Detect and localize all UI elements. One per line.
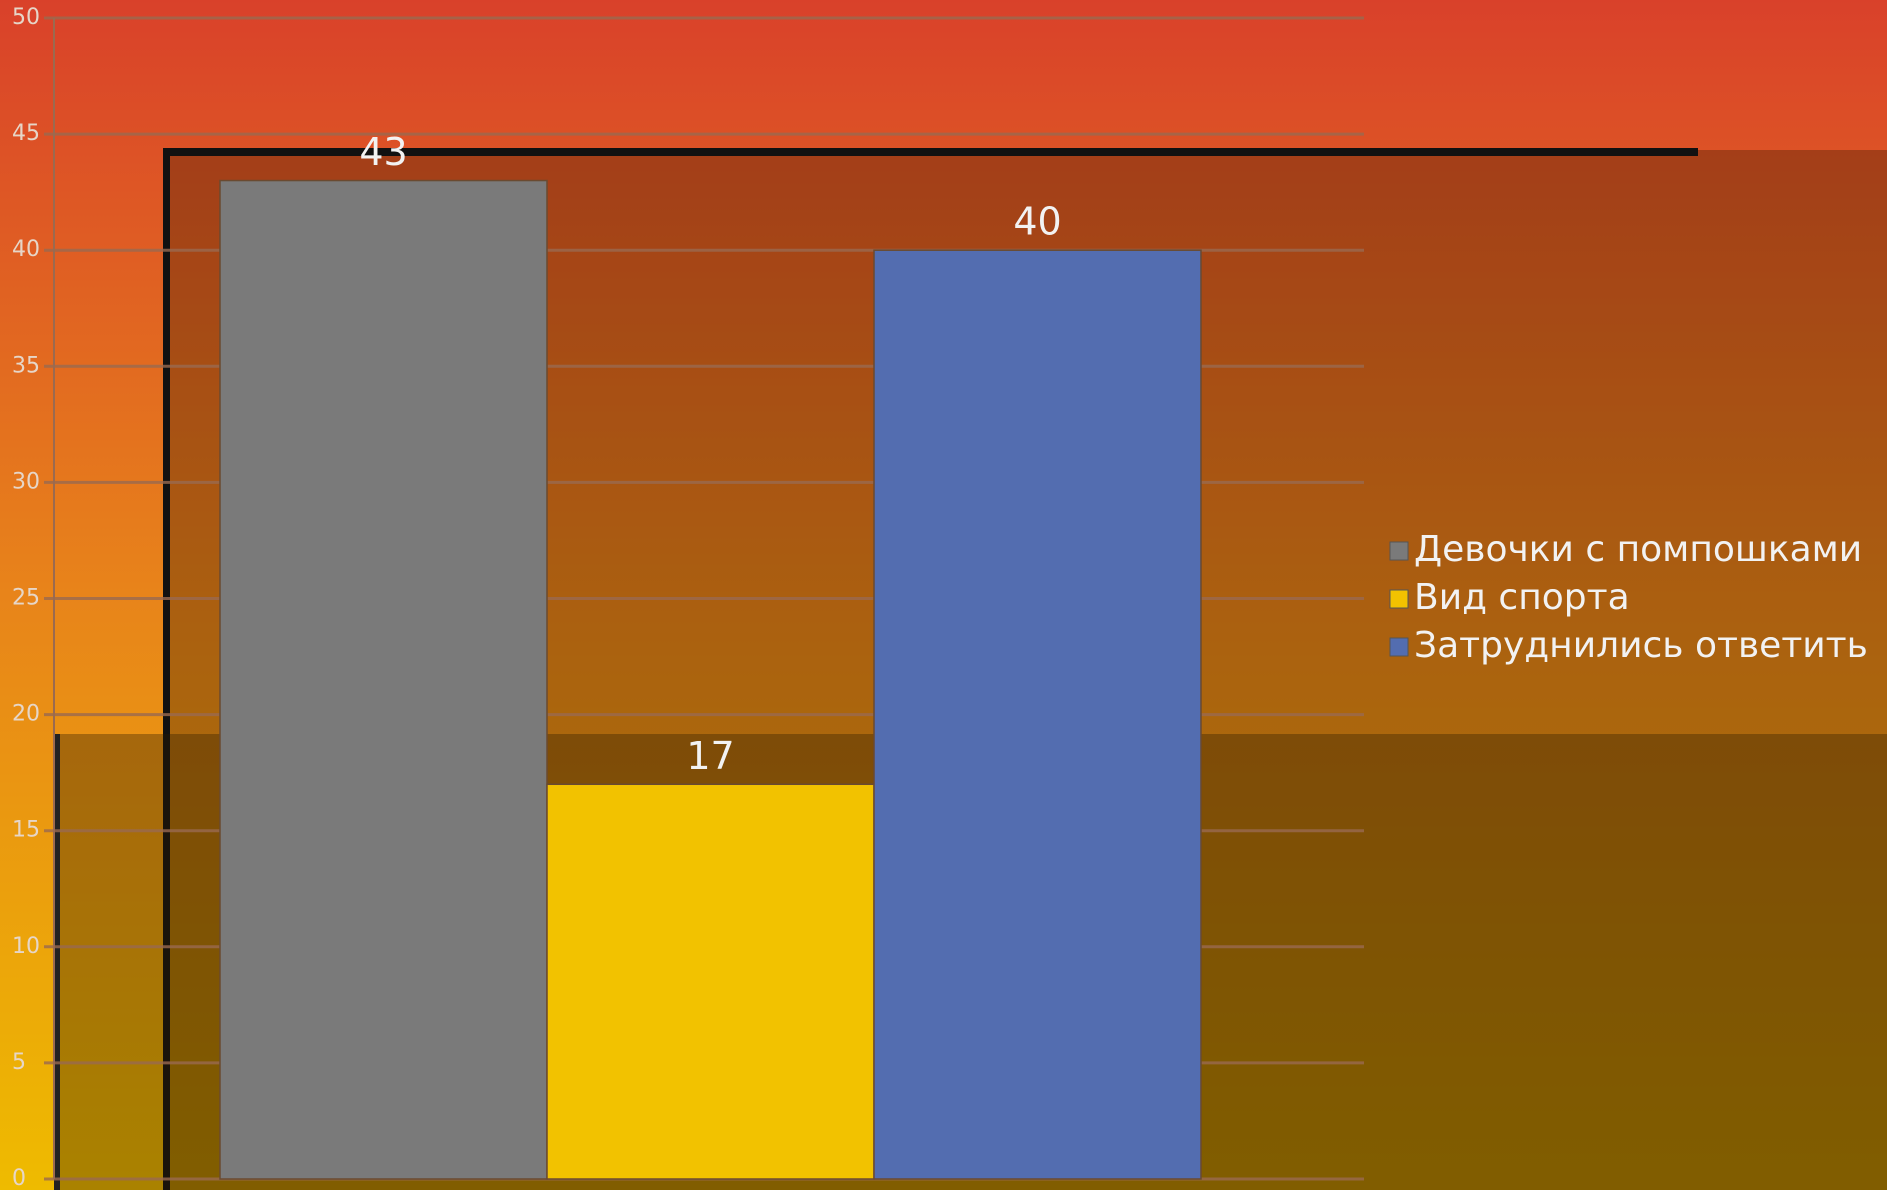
panel-edge [54,734,60,1190]
bar [873,249,1202,1180]
y-tick-label: 10 [12,934,40,959]
value-label: 43 [359,130,407,174]
y-tick-label: 50 [12,5,40,30]
legend-label: Вид спорта [1414,577,1630,618]
legend-swatch [1389,637,1409,657]
y-tick-label: 0 [12,1166,26,1190]
panel-edge [163,148,1698,156]
y-tick-label: 30 [12,469,40,494]
value-label: 40 [1013,200,1061,244]
legend-label: Девочки с помпошками [1414,529,1862,570]
y-tick-label: 25 [12,586,40,611]
y-tick-label: 35 [12,353,40,378]
y-tick-label: 5 [12,1050,26,1075]
y-tick-label: 15 [12,818,40,843]
legend-label: Затруднились ответить [1414,625,1868,666]
y-tick-label: 45 [12,121,40,146]
panel-edge [163,150,170,1190]
legend-swatch [1389,589,1409,609]
y-tick-label: 40 [12,237,40,262]
bar [219,179,548,1180]
bar [546,783,875,1180]
value-label: 17 [686,734,734,778]
legend-swatch [1389,541,1409,561]
y-tick-label: 20 [12,702,40,727]
